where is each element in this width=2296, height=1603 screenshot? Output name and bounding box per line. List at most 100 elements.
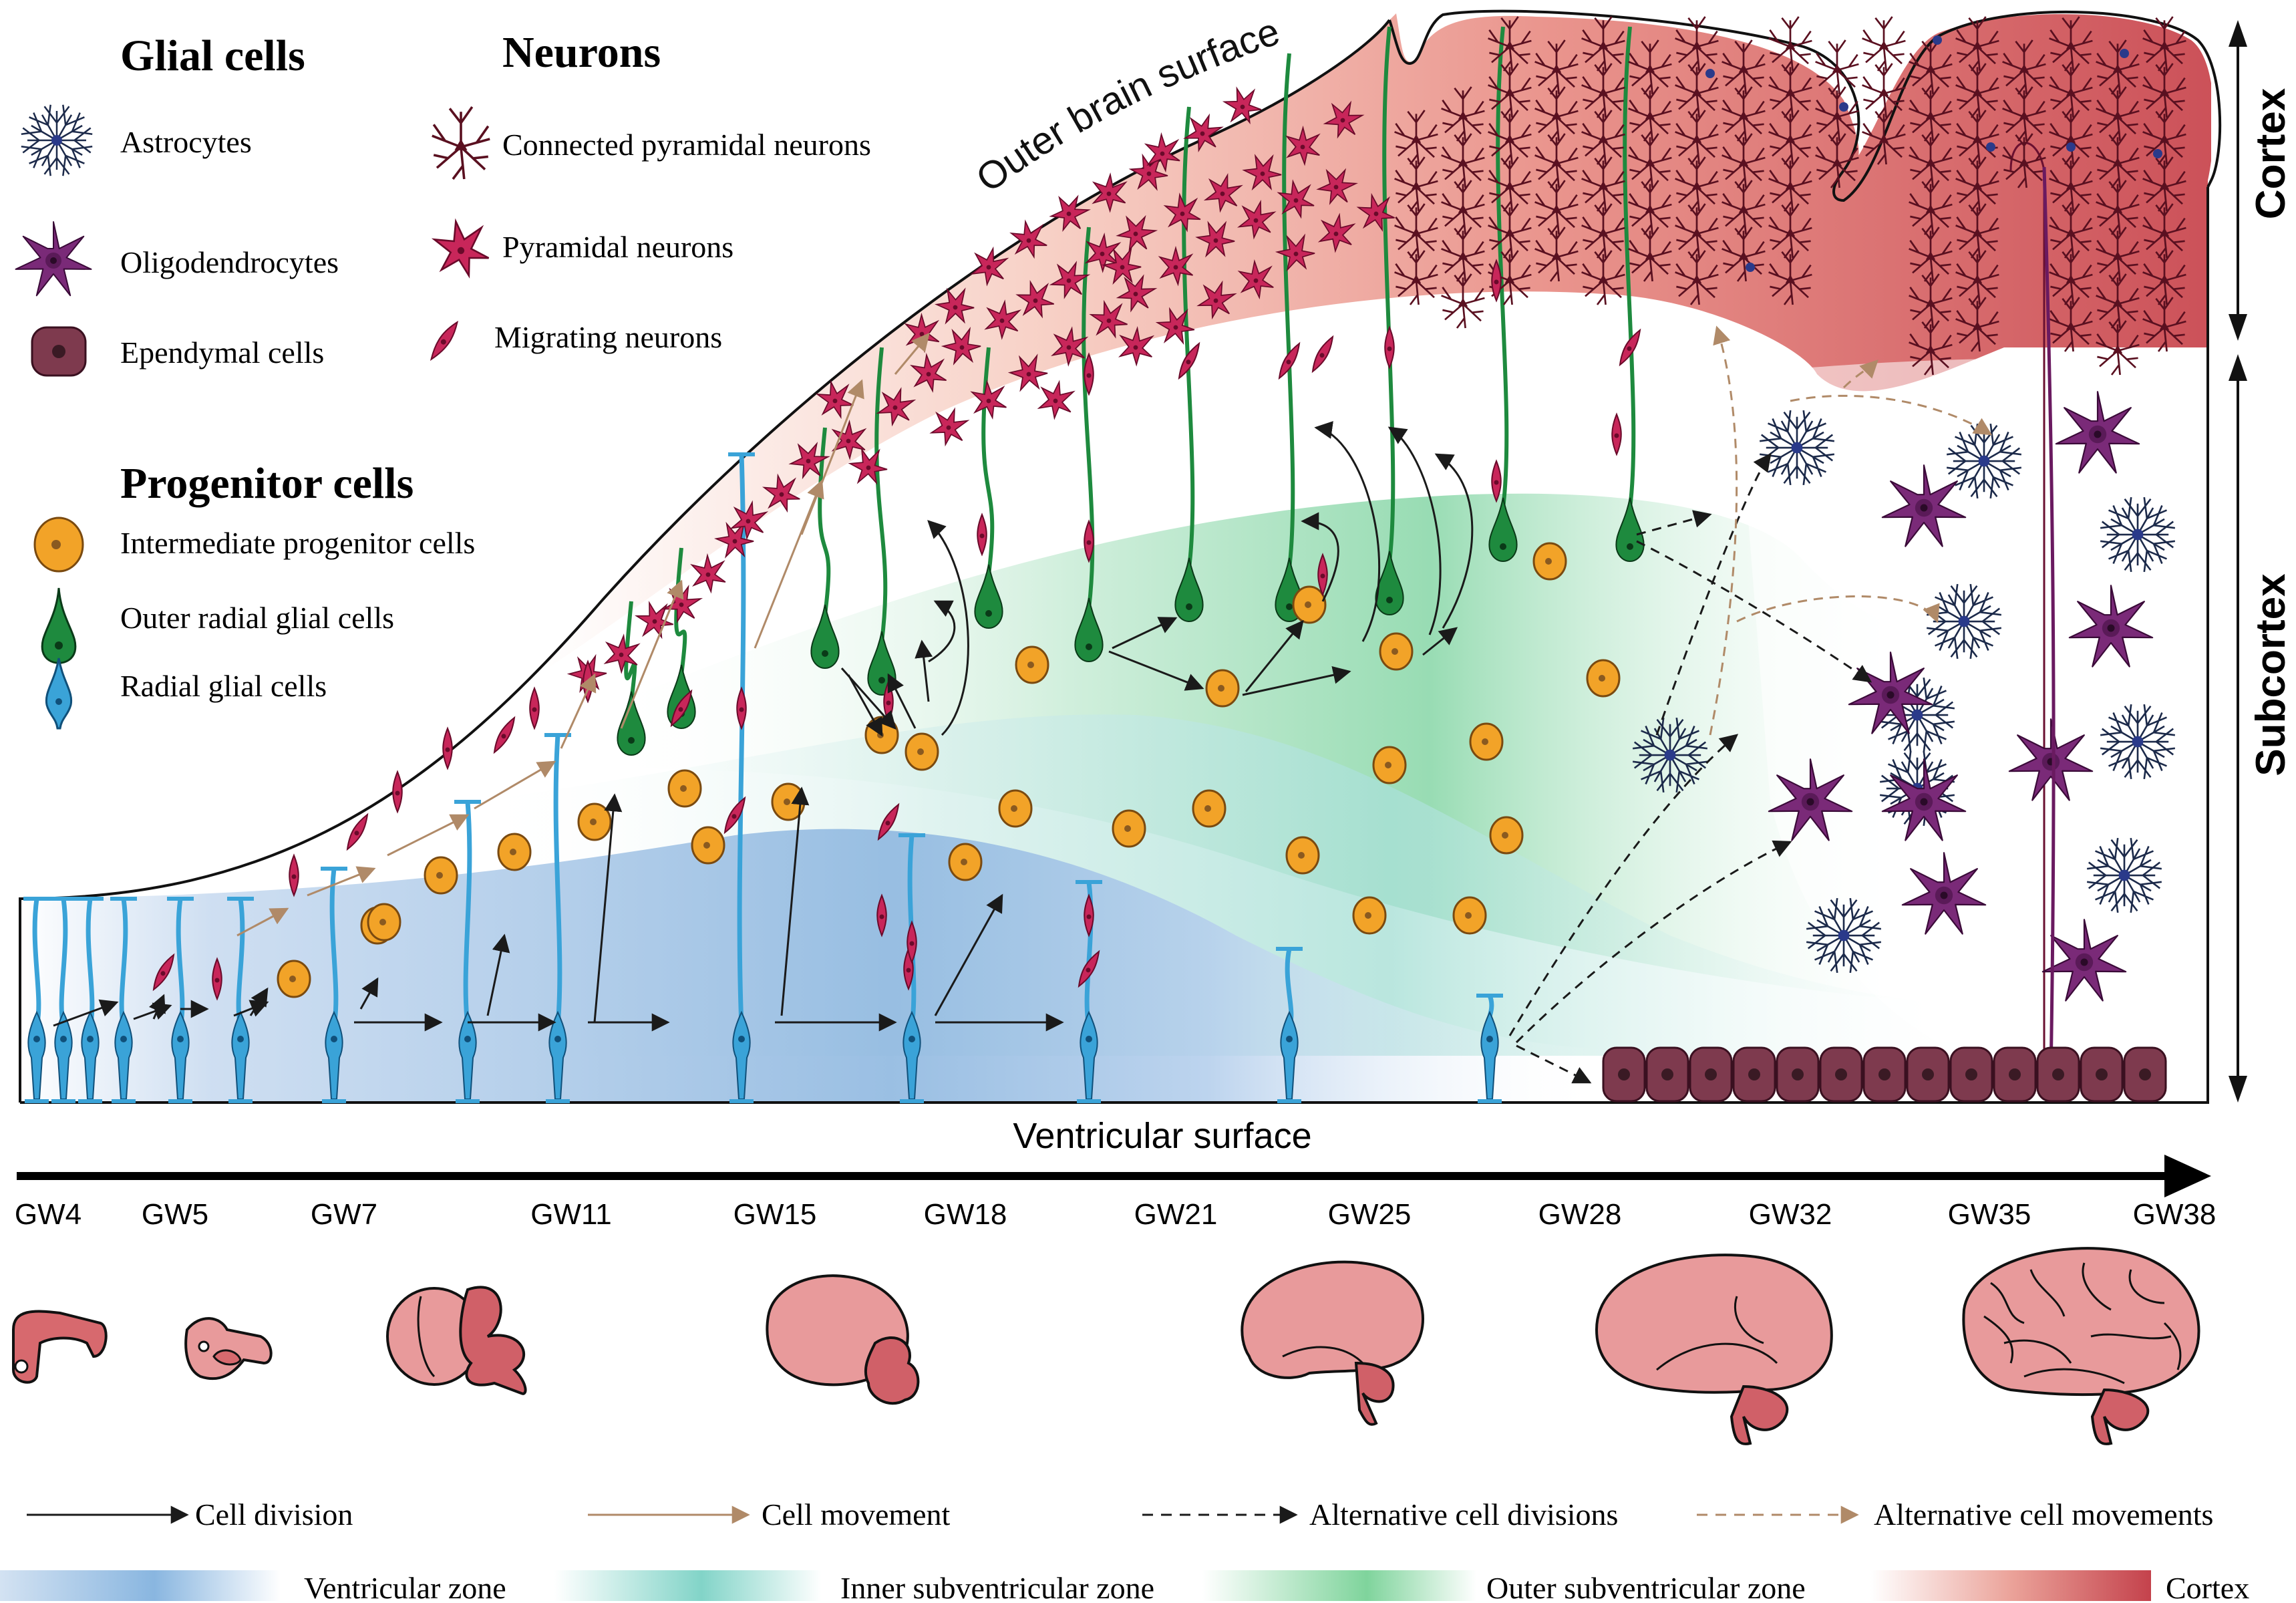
- division-arrow: [928, 600, 956, 663]
- pyramidal-neuron: [1237, 259, 1274, 300]
- migrating-neuron: [289, 853, 299, 897]
- pyramidal-neuron: [1183, 113, 1224, 153]
- astrocyte-icon: [21, 104, 93, 176]
- connected-pyramidal-neuron: [1534, 180, 1579, 235]
- cortex-legend-label: Cortex: [2166, 1571, 2249, 1603]
- ependymal-cell: [2123, 1046, 2167, 1103]
- connected-pyramidal-neuron: [2096, 320, 2140, 376]
- intermediate-progenitor-cell: [497, 833, 532, 871]
- connected-pyramidal-neuron: [2142, 297, 2186, 352]
- intermediate-progenitor-cell: [1586, 659, 1621, 698]
- connected-pyramidal-neuron: [1394, 250, 1438, 305]
- pyramidal-neuron: [1009, 219, 1047, 259]
- subcortex-range-arrow: [2229, 354, 2247, 1103]
- timeline-label: GW21: [1134, 1198, 1218, 1231]
- outer-radial-glial-cell: [1615, 26, 1645, 562]
- connected-pyramidal-neuron: [1768, 110, 1812, 165]
- migrating-neuron-legend: [430, 320, 459, 361]
- intermediate-progenitor-cell: [1452, 896, 1487, 935]
- migrating-neuron: [1611, 412, 1622, 456]
- astrocyte: [1632, 717, 1708, 793]
- alternative-division-arrow: [1655, 452, 1772, 736]
- pyramidal-neuron: [1015, 279, 1055, 319]
- oligodendrocyte: [1901, 852, 1987, 935]
- cortical-astrocyte: [1986, 142, 1995, 152]
- pyramidal-neuron: [970, 379, 1007, 420]
- division-arrows: [53, 325, 1993, 1084]
- connected-pyramidal-neuron: [1675, 63, 1719, 118]
- intermediate-progenitor-cell: [1292, 585, 1327, 624]
- migrating-neuron: [877, 803, 900, 841]
- connected-pyramidal-neuron: [2049, 203, 2093, 259]
- radial-glial-cell: [23, 897, 50, 1103]
- cortical-astrocyte: [1933, 35, 1942, 45]
- oligodendrocytes-label: Oligodendrocytes: [120, 245, 339, 279]
- glial-cells-subcortex: [1632, 166, 2176, 1076]
- pyramidal-neuron: [1158, 245, 1194, 287]
- pyramidal-label: Pyramidal neurons: [502, 230, 733, 264]
- connected-label: Connected pyramidal neurons: [502, 128, 871, 162]
- brain-icon-gw5: [184, 1317, 273, 1380]
- connected-pyramidal-neuron: [1768, 203, 1812, 259]
- connected-pyramidal-neuron: [1909, 133, 1953, 188]
- timeline-label: GW38: [2133, 1198, 2217, 1231]
- migrating-neuron: [1084, 893, 1094, 937]
- ependymal-cell: [1949, 1046, 1993, 1103]
- migrating-neuron: [736, 686, 747, 730]
- intermediate-progenitor-cell: [1469, 722, 1504, 761]
- ependymal-cell-row: [1602, 1046, 2167, 1103]
- connected-pyramidal-neuron: [2142, 156, 2186, 212]
- radial-glial-cell: [50, 897, 77, 1103]
- radial-glial-cell: [454, 800, 481, 1103]
- intermediate-progenitor-cell: [1352, 896, 1387, 935]
- migrating-neuron: [1491, 259, 1502, 303]
- connected-pyramidal-neuron: [2049, 297, 2093, 352]
- legend-top: Glial cells Neurons Progenitor cells Ast…: [15, 28, 871, 730]
- pyramidal-neuron: [1277, 179, 1315, 219]
- migrating-neuron: [442, 726, 453, 770]
- connected-pyramidal-neuron: [2049, 110, 2093, 165]
- pyramidal-neuron: [1317, 212, 1356, 253]
- alternative-division-arrow: [1636, 540, 1872, 683]
- ependymal-cell: [1862, 1046, 1907, 1103]
- alternative-division-arrow: [1516, 1044, 1592, 1084]
- movement-arrow: [236, 907, 289, 937]
- migrating-neuron: [1384, 325, 1395, 370]
- connected-pyramidal-neuron: [2142, 110, 2186, 165]
- intermediate-progenitor-cell: [367, 903, 401, 941]
- zone-legend: Ventricular zone Inner subventricular zo…: [0, 1570, 2249, 1603]
- pyramidal-neuron-icon: [431, 218, 490, 279]
- connected-pyramidal-neuron: [1815, 133, 1859, 188]
- movement-arrow: [560, 673, 597, 749]
- oligodendrocyte: [2055, 391, 2140, 474]
- timeline-label: GW15: [733, 1198, 817, 1231]
- astrocyte: [21, 104, 93, 176]
- intermediate-progenitor-cell: [691, 826, 725, 865]
- oligodendrocyte: [1881, 758, 1967, 841]
- alt-divisions-label: Alternative cell divisions: [1309, 1497, 1618, 1532]
- pyramidal-neuron: [1195, 221, 1235, 258]
- pyramidal-neuron: [1222, 86, 1262, 125]
- intermediate-progenitor-cells: [277, 542, 1621, 998]
- migrating-label: Migrating neurons: [494, 320, 722, 354]
- connected-pyramidal-neuron: [432, 106, 490, 180]
- connected-pyramidal-neuron: [1534, 39, 1579, 95]
- connected-pyramidal-neuron: [1815, 39, 1859, 95]
- intermediate-progenitor-cell: [948, 843, 983, 881]
- division-arrow: [887, 673, 917, 729]
- timeline-labels: GW4 GW5 GW7 GW11 GW15 GW18 GW21 GW25 GW28 GW32 GW3…: [15, 1198, 2216, 1231]
- glial-title: Glial cells: [120, 31, 305, 80]
- intermediate-progenitor-cell: [424, 856, 458, 895]
- intermediate-label: Intermediate progenitor cells: [120, 526, 475, 560]
- ependymal-cell: [1732, 1046, 1776, 1103]
- division-arrow: [915, 639, 933, 702]
- radial-glia-label: Radial glial cells: [120, 669, 327, 703]
- migrating-neuron: [529, 686, 540, 730]
- migrating-neuron: [1317, 553, 1328, 597]
- oligodendrocyte: [2068, 585, 2154, 668]
- timeline-label: GW5: [142, 1198, 208, 1231]
- connected-pyramidal-neuron: [1909, 180, 1953, 235]
- connected-pyramidal-neuron: [1955, 63, 1999, 118]
- connected-pyramidal-neuron: [1488, 203, 1532, 259]
- division-arrow: [1245, 619, 1304, 692]
